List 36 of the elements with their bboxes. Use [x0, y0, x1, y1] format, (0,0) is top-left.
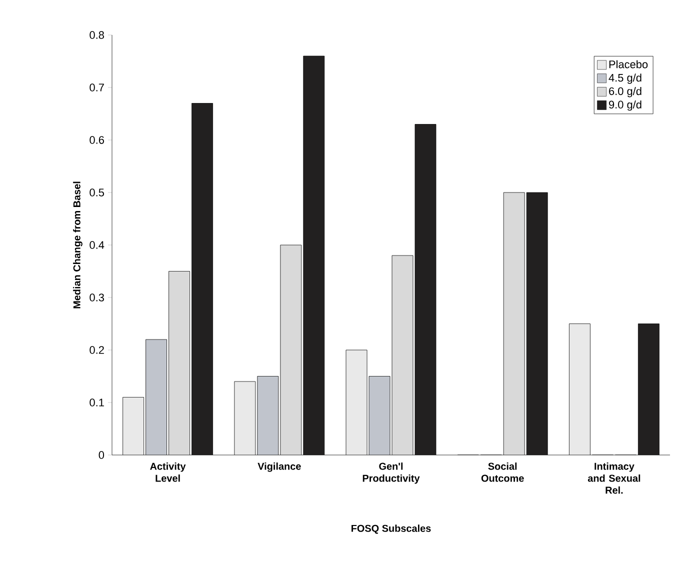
- bar: [280, 245, 302, 455]
- bar: [526, 192, 548, 455]
- x-tick-label: Gen'l Productivity: [362, 462, 420, 484]
- bar: [146, 340, 167, 455]
- bar: [192, 103, 213, 455]
- legend-label: 6.0 g/d: [609, 87, 642, 98]
- y-tick-label: 0.4: [90, 241, 104, 249]
- bar: [504, 192, 525, 455]
- y-tick-label: 0.6: [90, 136, 104, 144]
- bar: [234, 382, 256, 455]
- x-tick-label: Intimacy and Sexual Rel.: [588, 462, 640, 494]
- bar: [168, 271, 190, 455]
- x-tick-label: Social Outcome: [481, 462, 524, 482]
- x-tick-label: Vigilance: [258, 462, 301, 472]
- x-axis-title: FOSQ Subscales: [352, 524, 431, 534]
- bar: [392, 256, 413, 455]
- y-axis-title: Median Change from Basel: [73, 182, 82, 308]
- y-tick-label: 0.7: [90, 84, 104, 92]
- bar: [346, 350, 368, 455]
- bar: [638, 324, 660, 455]
- bar: [257, 376, 278, 455]
- legend-label: 4.5 g/d: [608, 74, 642, 84]
- y-tick-label: 0.1: [90, 398, 104, 406]
- bar: [303, 56, 324, 455]
- bar: [122, 397, 144, 455]
- x-tick-label: Activity Level: [150, 462, 186, 482]
- y-tick-label: 0.3: [90, 294, 104, 302]
- bar: [569, 324, 590, 455]
- legend-label: 9.0 g/d: [609, 100, 642, 111]
- bar: [414, 124, 436, 455]
- bar: [369, 376, 390, 455]
- y-tick-label: 0.8: [90, 31, 104, 39]
- y-tick-label: 0.2: [90, 346, 104, 354]
- legend-label: Placebo: [609, 60, 648, 68]
- y-tick-label: 0.5: [90, 188, 104, 196]
- y-tick-label: 0: [98, 451, 104, 459]
